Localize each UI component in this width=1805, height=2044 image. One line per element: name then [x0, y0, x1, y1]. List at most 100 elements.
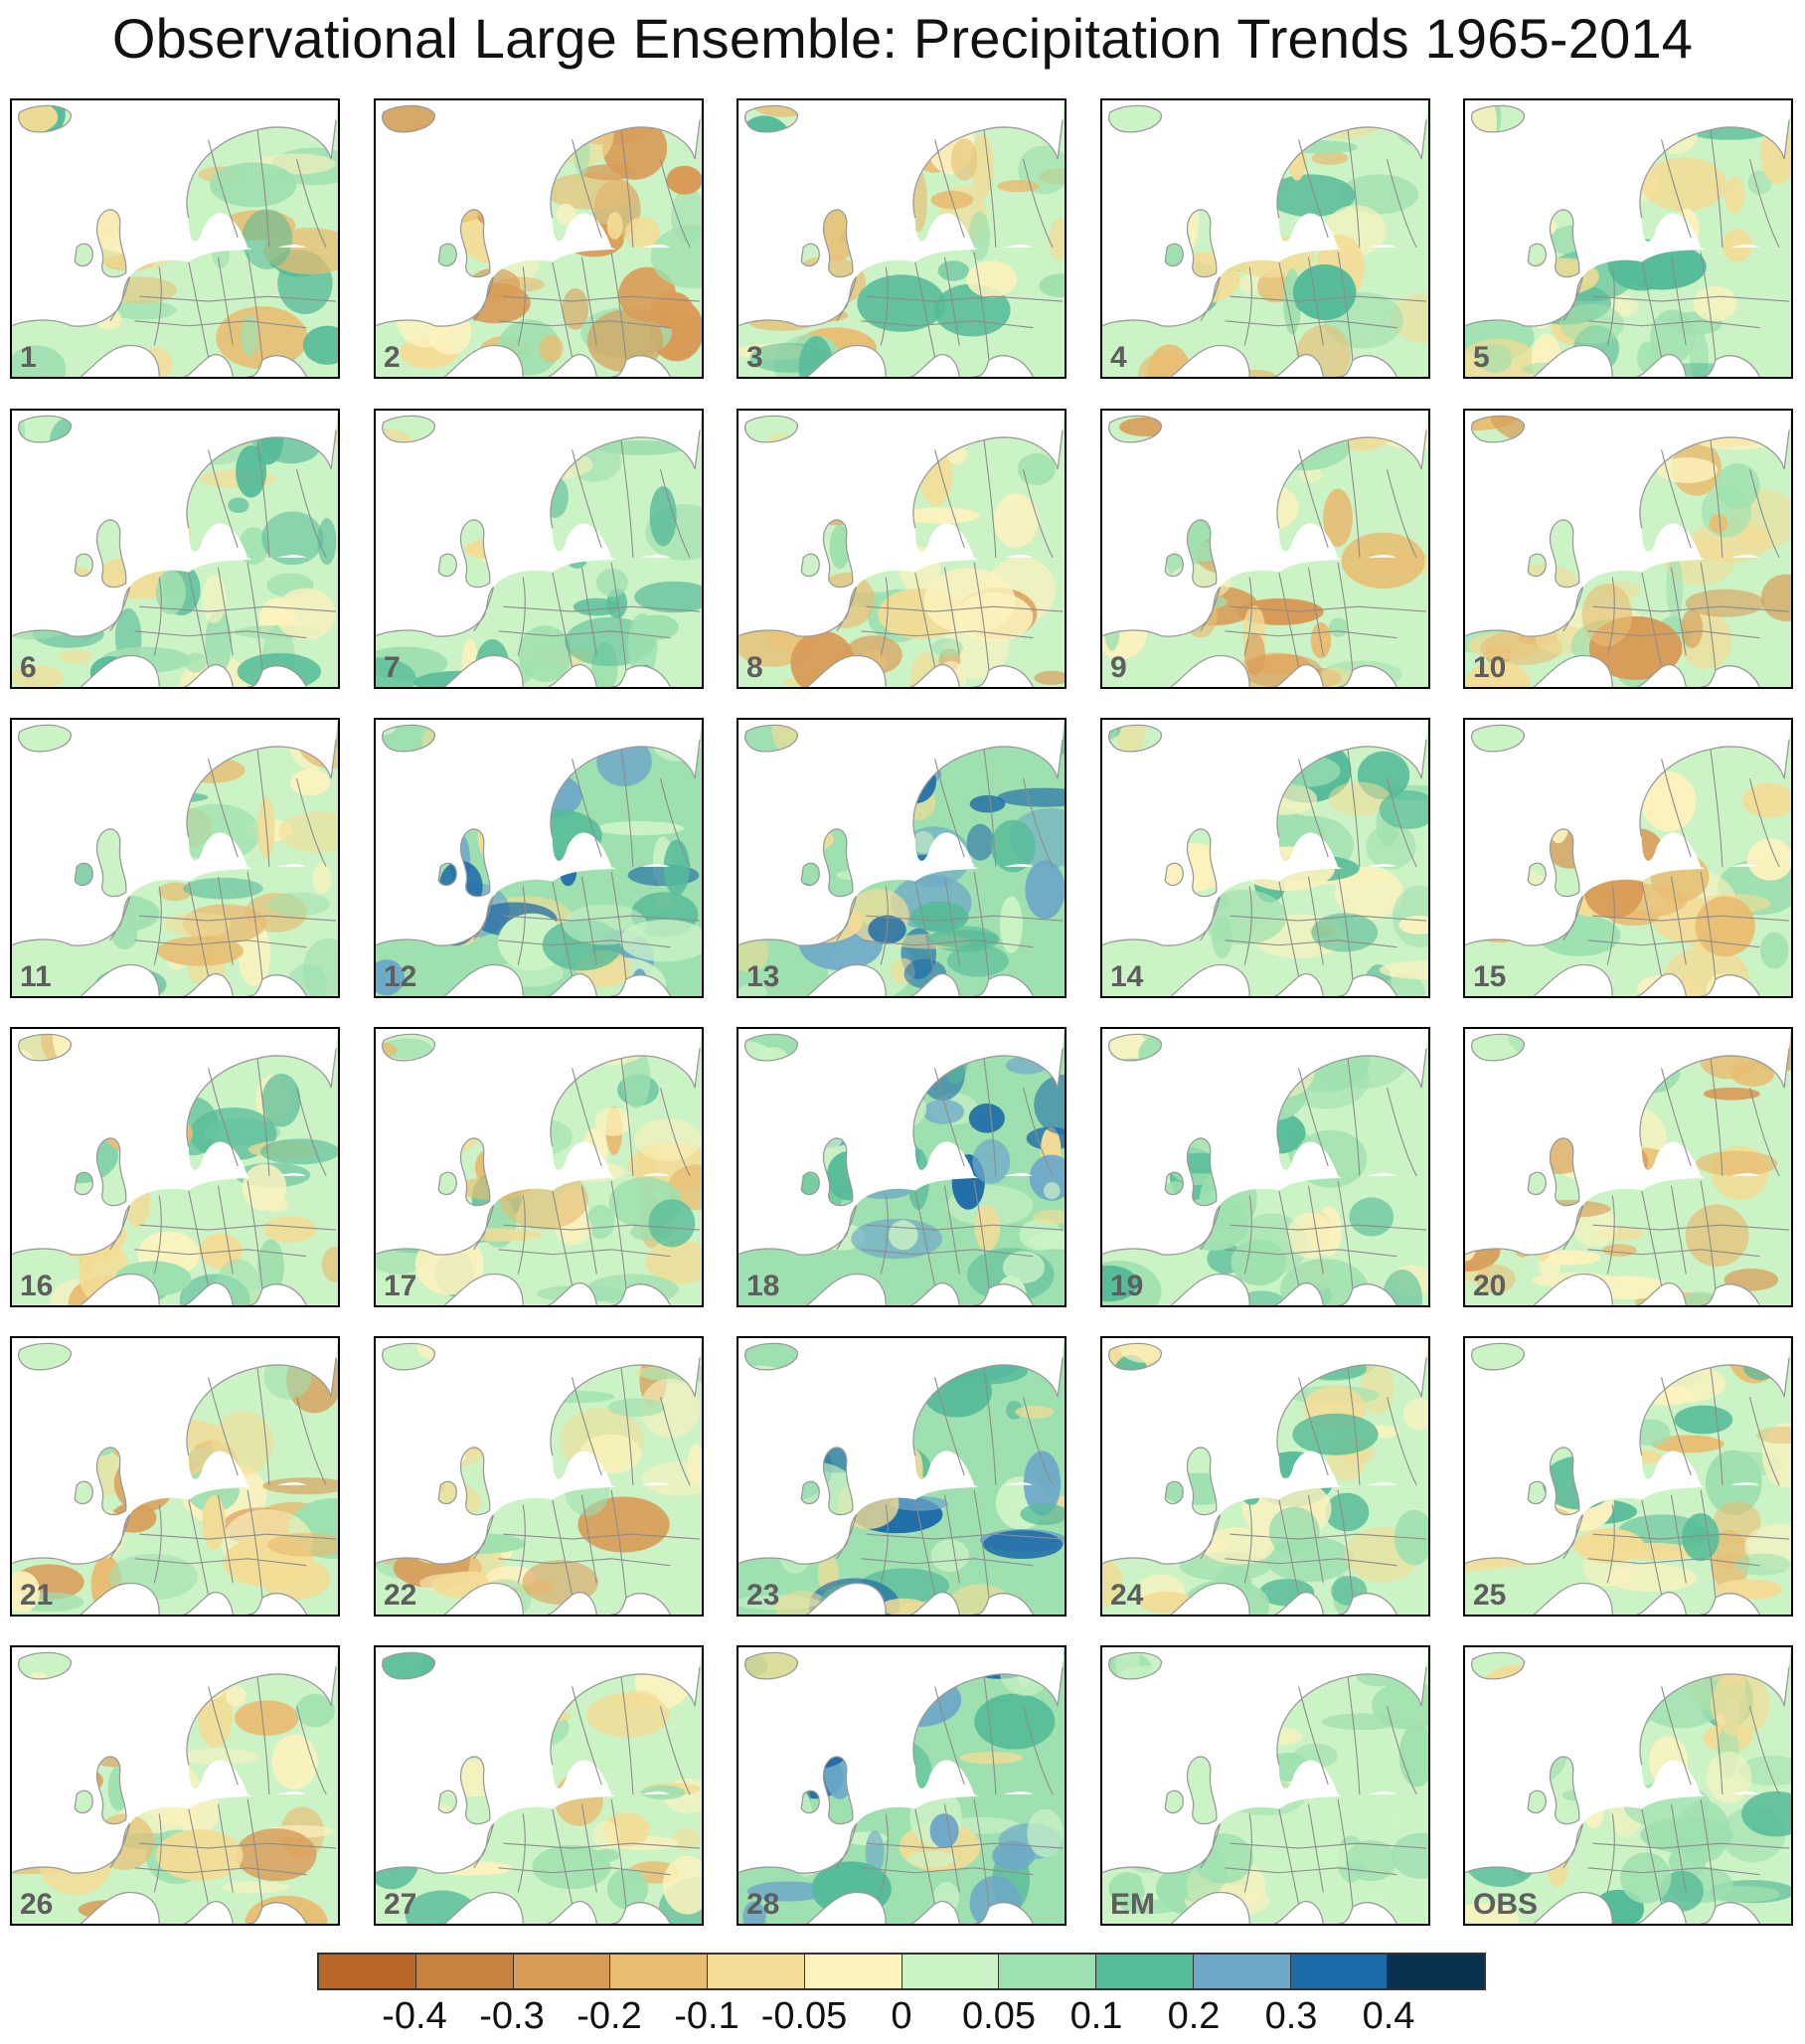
- map-panel-2: 2: [374, 98, 704, 379]
- map-panel-27: 27: [374, 1645, 704, 1926]
- europe-map: [1465, 411, 1791, 687]
- map-panel-26: 26: [10, 1645, 340, 1926]
- europe-map: [12, 100, 338, 377]
- panel-label: 26: [20, 1888, 54, 1921]
- panel-label: 10: [1473, 651, 1507, 684]
- panel-label: 25: [1473, 1579, 1507, 1612]
- map-panel-3: 3: [737, 98, 1067, 379]
- panel-label: 24: [1110, 1579, 1144, 1612]
- europe-map: [1465, 720, 1791, 996]
- panel-label: 23: [746, 1579, 780, 1612]
- panel-label: 18: [746, 1270, 780, 1302]
- map-panel-8: 8: [737, 409, 1067, 689]
- europe-map: [738, 100, 1065, 377]
- europe-map: [376, 411, 702, 687]
- panel-label: 9: [1110, 651, 1127, 684]
- europe-map: [376, 1647, 702, 1924]
- map-panel-9: 9: [1100, 409, 1430, 689]
- map-panel-6: 6: [10, 409, 340, 689]
- colorbar-tick-label: -0.05: [760, 1995, 848, 2037]
- europe-map: [1102, 1029, 1428, 1305]
- map-panel-13: 13: [737, 718, 1067, 998]
- panel-label: 19: [1110, 1270, 1144, 1302]
- colorbar-tick-label: 0.05: [962, 1995, 1036, 2037]
- map-panel-19: 19: [1100, 1027, 1430, 1307]
- europe-map: [1465, 1029, 1791, 1305]
- europe-map: [12, 1029, 338, 1305]
- europe-map: [1465, 1338, 1791, 1615]
- map-panel-14: 14: [1100, 718, 1430, 998]
- europe-map: [376, 720, 702, 996]
- panel-label: 11: [20, 960, 52, 993]
- map-panel-15: 15: [1463, 718, 1793, 998]
- europe-map: [738, 1029, 1065, 1305]
- panel-label: 16: [20, 1270, 54, 1302]
- map-panel-28: 28: [737, 1645, 1067, 1926]
- panel-label: 4: [1110, 341, 1127, 374]
- map-panel-18: 18: [737, 1027, 1067, 1307]
- panel-label: 8: [746, 651, 763, 684]
- colorbar-tick-label: 0: [891, 1995, 912, 2037]
- colorbar-bin-3: [610, 1955, 708, 1988]
- europe-map: [738, 411, 1065, 687]
- europe-map: [376, 100, 702, 377]
- colorbar-tick-label: 0.1: [1069, 1995, 1123, 2037]
- map-panel-11: 11: [10, 718, 340, 998]
- panel-label: 14: [1110, 960, 1144, 993]
- europe-map: [12, 720, 338, 996]
- colorbar-bin-8: [1096, 1955, 1194, 1988]
- map-panel-24: 24: [1100, 1336, 1430, 1617]
- colorbar-bin-2: [513, 1955, 611, 1988]
- europe-map: [1102, 1338, 1428, 1615]
- map-panel-16: 16: [10, 1027, 340, 1307]
- colorbar-tick-label: -0.2: [576, 1995, 642, 2037]
- panel-label: 21: [20, 1579, 54, 1612]
- colorbar-bin-0: [319, 1955, 416, 1988]
- map-panel-17: 17: [374, 1027, 704, 1307]
- europe-map: [1102, 1647, 1428, 1924]
- panel-label: 2: [384, 341, 401, 374]
- panel-label: 13: [746, 960, 780, 993]
- europe-map: [12, 1647, 338, 1924]
- europe-map: [1102, 100, 1428, 377]
- map-panel-obs: OBS: [1463, 1645, 1793, 1926]
- map-panel-7: 7: [374, 409, 704, 689]
- panel-label: 5: [1473, 341, 1490, 374]
- europe-map: [738, 720, 1065, 996]
- europe-map: [1102, 411, 1428, 687]
- panel-label: 1: [20, 341, 37, 374]
- panel-label: 20: [1473, 1270, 1507, 1302]
- colorbar-bin-1: [415, 1955, 514, 1988]
- map-panel-22: 22: [374, 1336, 704, 1617]
- europe-map: [738, 1338, 1065, 1615]
- colorbar-tick-label: 0.3: [1264, 1995, 1318, 2037]
- panel-label: 28: [746, 1888, 780, 1921]
- panel-label: OBS: [1473, 1888, 1539, 1921]
- colorbar-bin-9: [1193, 1955, 1291, 1988]
- figure-title: Observational Large Ensemble: Precipitat…: [111, 7, 1694, 70]
- colorbar-bin-11: [1388, 1955, 1484, 1988]
- map-panel-10: 10: [1463, 409, 1793, 689]
- panel-label: 12: [384, 960, 417, 993]
- map-panel-12: 12: [374, 718, 704, 998]
- panel-label: 7: [384, 651, 401, 684]
- panel-label: 22: [384, 1579, 417, 1612]
- colorbar-tick-label: -0.4: [382, 1995, 447, 2037]
- panel-label: 15: [1473, 960, 1507, 993]
- europe-map: [1465, 1647, 1791, 1924]
- colorbar-bin-5: [804, 1955, 902, 1988]
- map-panel-4: 4: [1100, 98, 1430, 379]
- europe-map: [12, 411, 338, 687]
- map-panel-1: 1: [10, 98, 340, 379]
- colorbar-tick-label: -0.1: [674, 1995, 739, 2037]
- panel-grid: 1 2 3 4 5 6 7 8 9 10 11 12 13 14 15 16 17 18 19 20 21 22 23 24 2…: [10, 98, 1793, 1926]
- colorbar-bin-10: [1290, 1955, 1389, 1988]
- europe-map: [12, 1338, 338, 1615]
- panel-label: 27: [384, 1888, 417, 1921]
- map-panel-20: 20: [1463, 1027, 1793, 1307]
- europe-map: [738, 1647, 1065, 1924]
- colorbar-bin-7: [999, 1955, 1096, 1988]
- colorbar-tick-label: 0.4: [1362, 1995, 1415, 2037]
- map-panel-25: 25: [1463, 1336, 1793, 1617]
- panel-label: 6: [20, 651, 37, 684]
